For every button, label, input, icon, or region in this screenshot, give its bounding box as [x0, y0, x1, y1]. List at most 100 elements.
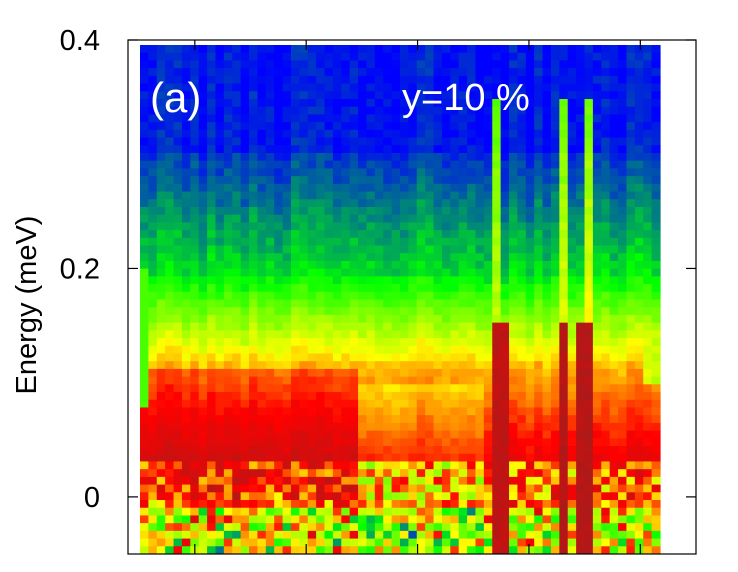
heatmap-cell [450, 206, 460, 216]
heatmap-cell [609, 291, 619, 301]
heatmap-cell [618, 122, 628, 131]
heatmap-cell [576, 230, 586, 239]
heatmap-cell [156, 492, 166, 501]
heatmap-cell [257, 530, 267, 540]
heatmap-cell [341, 446, 351, 455]
heatmap-cell [584, 230, 594, 239]
heatmap-cell [467, 230, 477, 239]
heatmap-cell [349, 60, 359, 69]
heatmap-cell [156, 60, 166, 69]
heatmap-cell [517, 199, 527, 208]
heatmap-cell [651, 276, 661, 285]
heatmap-cell [408, 237, 418, 247]
heatmap-cell [550, 330, 560, 339]
heatmap-cell [290, 260, 300, 270]
heatmap-cell [140, 469, 149, 478]
heatmap-cell [433, 476, 443, 486]
heatmap-cell [358, 330, 368, 339]
heatmap-cell [576, 183, 586, 193]
heatmap-cell [618, 260, 628, 270]
heatmap-cell [232, 376, 242, 385]
heatmap-cell [626, 546, 636, 554]
heatmap-cell [475, 399, 485, 409]
heatmap-cell [542, 376, 552, 385]
heatmap-cell [257, 438, 267, 447]
heatmap-cell [433, 438, 443, 447]
heatmap-cell [223, 284, 233, 293]
heatmap-cell [500, 291, 510, 301]
heatmap-cell [223, 546, 233, 554]
heatmap-cell [618, 361, 628, 370]
heatmap-cell [626, 353, 636, 362]
heatmap-cell [592, 160, 602, 169]
heatmap-cell [349, 260, 359, 270]
heatmap-cell [349, 546, 359, 554]
heatmap-cell [307, 546, 317, 554]
heatmap-cell [383, 461, 393, 470]
heatmap-cell [618, 476, 628, 486]
heatmap-cell [400, 314, 409, 324]
heatmap-cell [316, 415, 326, 424]
heatmap-cell [509, 230, 519, 239]
heatmap-cell [517, 52, 527, 62]
heatmap-cell [198, 330, 208, 339]
heatmap-cell [374, 415, 384, 424]
heatmap-cell [458, 75, 468, 85]
heatmap-cell [307, 476, 317, 486]
heatmap-cell [358, 75, 368, 85]
heatmap-cell [190, 52, 200, 62]
heatmap-cell [626, 446, 636, 455]
heatmap-cell [215, 392, 225, 401]
heatmap-cell [249, 276, 259, 285]
heatmap-cell [425, 284, 435, 293]
heatmap-cell [349, 237, 359, 247]
heatmap-cell [324, 476, 334, 486]
heatmap-cell [492, 68, 502, 77]
heatmap-cell [198, 407, 208, 416]
heatmap-cell [148, 392, 158, 401]
heatmap-cell [634, 129, 644, 139]
heatmap-cell [550, 260, 560, 270]
heatmap-cell [249, 299, 259, 308]
heatmap-cell [198, 299, 208, 308]
heatmap-cell [626, 361, 636, 370]
heatmap-cell [509, 245, 519, 254]
heatmap-cell [408, 83, 418, 92]
heatmap-cell [634, 461, 644, 470]
heatmap-cell [509, 422, 519, 432]
heatmap-cell [299, 446, 309, 455]
heatmap-cell [349, 314, 359, 324]
heatmap-cell [425, 453, 435, 463]
heatmap-cell [299, 415, 309, 424]
heatmap-cell [400, 230, 409, 239]
heatmap-cell [140, 523, 149, 532]
heatmap-cell [408, 422, 418, 432]
heatmap-cell [475, 230, 485, 239]
heatmap-cell [534, 91, 544, 100]
heatmap-cell [450, 152, 460, 162]
heatmap-cell [165, 91, 175, 100]
heatmap-cell [475, 307, 485, 316]
heatmap-cell [232, 361, 242, 370]
heatmap-cell [383, 453, 393, 463]
heatmap-cell [643, 284, 653, 293]
heatmap-cell [156, 353, 166, 362]
heatmap-cell [626, 183, 636, 193]
heatmap-cell [332, 546, 342, 554]
heatmap-cell [307, 276, 317, 285]
heatmap-cell [475, 83, 485, 92]
heatmap-cell [307, 322, 317, 331]
heatmap-cell [542, 114, 552, 123]
heatmap-cell [584, 237, 594, 247]
heatmap-cell [366, 469, 376, 478]
heatmap-cell [458, 168, 468, 177]
heatmap-cell [542, 176, 552, 185]
heatmap-cell [299, 152, 309, 162]
heatmap-cell [441, 145, 451, 154]
heatmap-cell [316, 98, 326, 108]
heatmap-cell [299, 338, 309, 347]
heatmap-cell [601, 145, 611, 154]
heatmap-cell [634, 214, 644, 223]
heatmap-cell [534, 206, 544, 216]
heatmap-cell [609, 500, 619, 509]
